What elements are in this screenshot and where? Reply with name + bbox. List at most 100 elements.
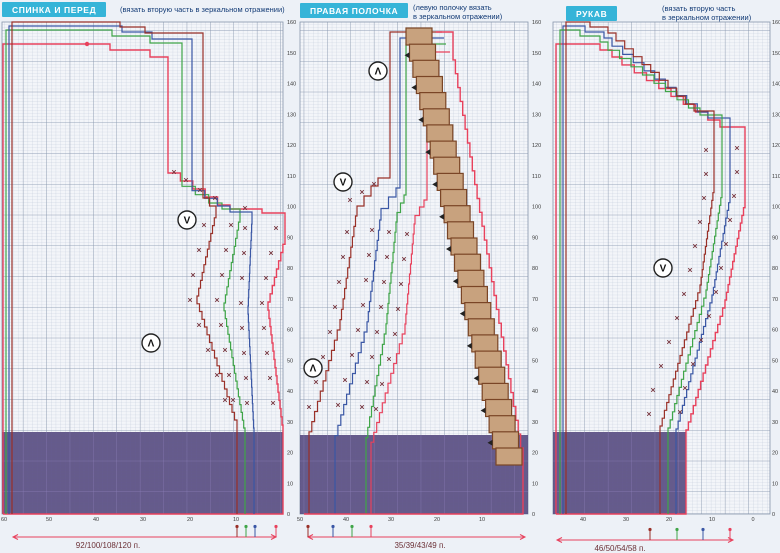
row-number-label: 70 [532, 297, 538, 303]
row-number-label: 90 [532, 235, 538, 241]
stitch-number-axis: 40 30 20 10 0 [580, 517, 755, 523]
direction-marker-up: Λ [141, 333, 161, 353]
stitch-number-axis: 50 40 30 20 10 [297, 517, 485, 523]
stitch-number-label: 60 [1, 517, 7, 523]
stitch-number-label: 20 [666, 517, 672, 523]
row-number-label: 30 [532, 420, 538, 426]
panel-back-front: VΛ16015014013012011010090807060504030201… [1, 20, 296, 540]
stitch-number-label: 40 [93, 517, 99, 523]
row-number-label: 100 [287, 205, 296, 211]
ribbing-band [553, 432, 686, 514]
row-number-label: 140 [287, 82, 296, 88]
stitch-number-label: 30 [623, 517, 629, 523]
row-number-label: 60 [287, 328, 293, 334]
direction-marker-down: V [653, 258, 673, 278]
row-number-label: 110 [532, 174, 541, 180]
right-front-stitch-count: 35/39/43/49 п. [394, 541, 446, 550]
back-front-stitch-count: 92/100/108/120 п. [75, 541, 141, 550]
outline-dot [84, 41, 90, 47]
row-number-label: 110 [772, 174, 780, 180]
row-number-label: 60 [772, 328, 778, 334]
row-number-label: 0 [772, 512, 775, 518]
note-line: (левую полочку вязать [413, 3, 492, 12]
svg-text:Λ: Λ [148, 339, 155, 350]
size-outline-red [370, 51, 450, 514]
stitch-number-label: 20 [434, 517, 440, 523]
row-number-label: 10 [287, 481, 293, 487]
stitch-number-label: 50 [297, 517, 303, 523]
row-number-label: 30 [772, 420, 778, 426]
size-outline-green [365, 43, 446, 514]
row-number-label: 150 [287, 51, 296, 57]
row-number-label: 70 [287, 297, 293, 303]
row-number-label: 120 [772, 143, 780, 149]
front-band-ladder [404, 27, 523, 466]
row-number-label: 130 [772, 112, 780, 118]
size-outline-blue [8, 25, 255, 514]
note-line: (вязать вторую часть в зеркальном отраже… [120, 5, 285, 14]
row-number-label: 110 [287, 174, 296, 180]
stitch-grid [1, 21, 284, 515]
ribbing-band [300, 435, 528, 514]
panel-sleeve-note: (вязать вторую часть в зеркальном отраже… [662, 4, 751, 22]
row-number-label: 30 [287, 420, 293, 426]
row-number-label: 10 [772, 481, 778, 487]
row-number-label: 20 [287, 451, 293, 457]
row-number-label: 50 [532, 358, 538, 364]
measurement-line [306, 524, 527, 540]
row-number-label: 20 [772, 451, 778, 457]
decrease-marks [646, 145, 740, 417]
direction-marker-up: Λ [303, 358, 323, 378]
panel-right-front: ΛVΛ1601501401301201101009080706050403020… [297, 20, 541, 540]
panel-right-front-title: ПРАВАЯ ПОЛОЧКА [300, 3, 409, 18]
size-outline-blue [562, 25, 731, 514]
row-number-label: 20 [532, 451, 538, 457]
row-number-label: 120 [532, 143, 541, 149]
svg-text:V: V [660, 264, 667, 275]
row-number-label: 0 [532, 512, 535, 518]
panel-back-front-note: (вязать вторую часть в зеркальном отраже… [120, 5, 285, 14]
size-outline-green [559, 29, 723, 514]
svg-text:V: V [340, 178, 347, 189]
row-number-label: 60 [532, 328, 538, 334]
svg-text:Λ: Λ [310, 364, 317, 375]
stitch-number-label: 0 [751, 517, 754, 523]
row-number-label: 0 [287, 512, 290, 518]
size-outline-crimson [11, 21, 238, 514]
decrease-marks [306, 181, 410, 412]
size-outlines [2, 21, 286, 515]
row-number-label: 100 [772, 205, 780, 211]
row-number-label: 70 [772, 297, 778, 303]
panel-sleeve-title: РУКАВ [566, 6, 618, 21]
row-number-label: 160 [772, 20, 780, 26]
row-number-label: 40 [772, 389, 778, 395]
stitch-number-label: 40 [343, 517, 349, 523]
row-number-label: 100 [532, 205, 541, 211]
size-outlines [304, 31, 524, 515]
direction-marker-down: V [333, 172, 353, 192]
note-line: в зеркальном отражении) [662, 13, 752, 22]
measurement-line [11, 524, 278, 540]
stitch-number-label: 10 [233, 517, 239, 523]
size-outline-green [5, 29, 246, 514]
row-number-label: 80 [772, 266, 778, 272]
ribbing-band [2, 432, 283, 514]
measurement-line [555, 527, 735, 543]
size-outline-crimson [565, 21, 715, 514]
size-outline-blue [334, 37, 444, 514]
size-outlines [555, 21, 746, 515]
row-number-label: 50 [772, 358, 778, 364]
sleeve-stitch-count: 46/50/54/58 п. [594, 544, 646, 553]
panel-back-front-title: СПИНКА И ПЕРЕД [2, 2, 107, 17]
stitch-number-label: 30 [388, 517, 394, 523]
row-number-label: 160 [287, 20, 296, 26]
row-number-label: 130 [287, 112, 296, 118]
row-number-label: 150 [532, 51, 541, 57]
panel-right-front-note: (левую полочку вязать в зеркальном отраж… [413, 3, 502, 21]
row-number-label: 50 [287, 358, 293, 364]
row-number-label: 140 [532, 82, 541, 88]
stitch-number-label: 10 [479, 517, 485, 523]
